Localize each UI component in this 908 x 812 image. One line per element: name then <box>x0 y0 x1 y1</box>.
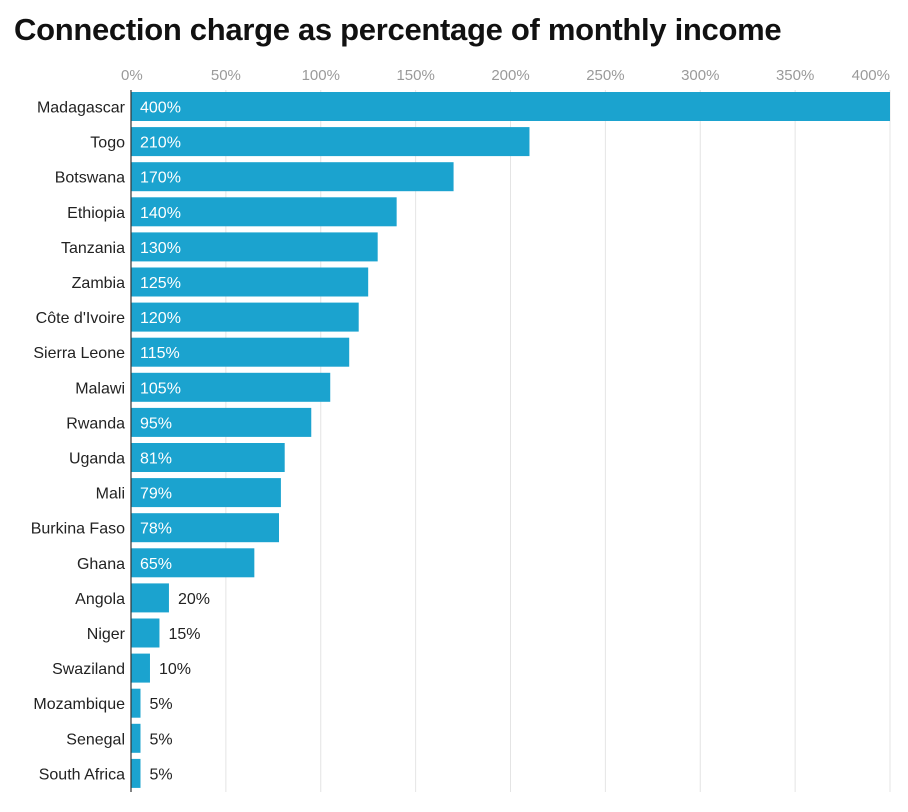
data-label: 130% <box>140 240 181 257</box>
bar <box>131 758 141 788</box>
category-label: Rwanda <box>66 415 125 432</box>
data-label: 81% <box>140 451 172 468</box>
data-label: 5% <box>149 731 172 748</box>
category-label: Angola <box>75 591 125 608</box>
bar <box>131 127 530 157</box>
category-label: Swaziland <box>52 661 125 678</box>
data-label: 5% <box>149 766 172 783</box>
data-label: 105% <box>140 380 181 397</box>
category-label: Côte d'Ivoire <box>36 310 125 327</box>
chart-title: Connection charge as percentage of month… <box>14 12 782 47</box>
category-label: Madagascar <box>37 100 126 117</box>
bar <box>131 548 255 578</box>
category-label: Mali <box>96 486 125 503</box>
bar <box>131 267 369 297</box>
data-label: 115% <box>140 345 180 362</box>
data-label: 78% <box>140 521 172 538</box>
bar <box>131 197 397 227</box>
data-label: 95% <box>140 415 172 432</box>
x-tick-label: 150% <box>396 67 434 84</box>
bar <box>131 583 169 613</box>
bar <box>131 337 350 367</box>
category-label: Sierra Leone <box>33 345 125 362</box>
data-label: 400% <box>140 100 181 117</box>
data-label: 170% <box>140 170 181 187</box>
data-label: 125% <box>140 275 181 292</box>
category-label: Ethiopia <box>67 205 125 222</box>
bar <box>131 302 359 332</box>
bar <box>131 618 160 648</box>
bar <box>131 407 312 437</box>
x-tick-label: 200% <box>491 67 529 84</box>
data-label: 65% <box>140 556 172 573</box>
bar <box>131 723 141 753</box>
x-tick-label: 50% <box>211 67 241 84</box>
category-label: Mozambique <box>33 696 125 713</box>
category-label: South Africa <box>39 766 125 783</box>
data-label: 79% <box>140 486 172 503</box>
bar <box>131 688 141 718</box>
data-label: 5% <box>149 696 172 713</box>
bar <box>131 478 281 508</box>
category-label: Senegal <box>66 731 125 748</box>
category-label: Botswana <box>55 170 125 187</box>
data-label: 15% <box>168 626 200 643</box>
category-label: Malawi <box>75 380 125 397</box>
category-label: Tanzania <box>61 240 125 257</box>
category-label: Burkina Faso <box>31 521 125 538</box>
data-label: 210% <box>140 135 181 152</box>
category-label: Togo <box>90 135 125 152</box>
category-label: Zambia <box>72 275 125 292</box>
data-label: 10% <box>159 661 191 678</box>
x-tick-label: 0% <box>121 67 143 84</box>
x-tick-label: 250% <box>586 67 624 84</box>
bar <box>131 92 890 121</box>
x-tick-label: 400% <box>852 67 890 84</box>
data-label: 140% <box>140 205 181 222</box>
bar <box>131 162 454 192</box>
category-label: Uganda <box>69 451 125 468</box>
bar <box>131 513 280 543</box>
x-tick-label: 350% <box>776 67 814 84</box>
category-label: Niger <box>87 626 126 643</box>
x-tick-label: 100% <box>302 67 340 84</box>
data-label: 20% <box>178 591 210 608</box>
bar <box>131 232 378 262</box>
bar <box>131 372 331 402</box>
x-tick-label: 300% <box>681 67 719 84</box>
bar <box>131 653 150 683</box>
category-label: Ghana <box>77 556 125 573</box>
data-label: 120% <box>140 310 181 327</box>
bar <box>131 443 285 472</box>
